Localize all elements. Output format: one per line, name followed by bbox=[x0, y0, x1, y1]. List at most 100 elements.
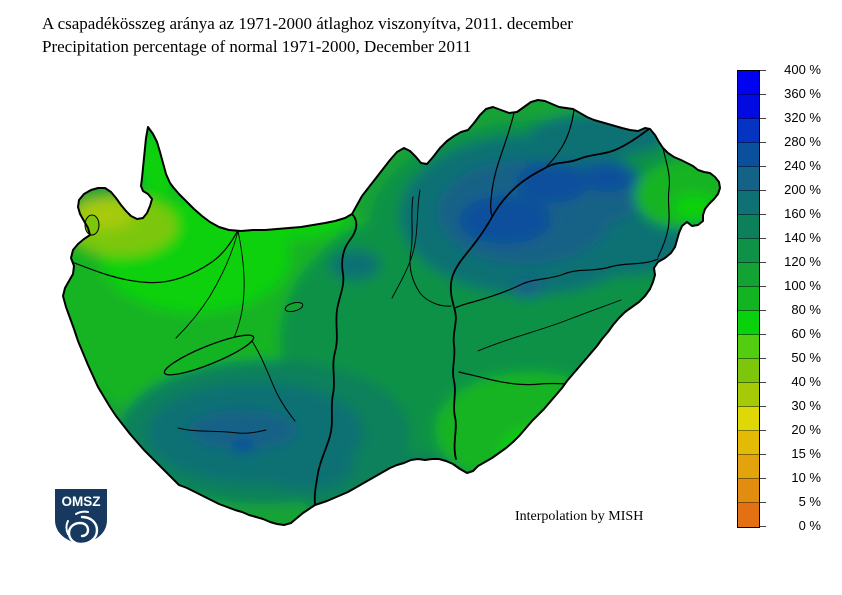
legend-tick-label: 20 % bbox=[791, 422, 821, 437]
legend-tick-label: 100 % bbox=[784, 278, 821, 293]
legend-tick-label: 15 % bbox=[791, 446, 821, 461]
legend-band bbox=[738, 263, 759, 287]
field-blob bbox=[672, 194, 716, 220]
legend-band bbox=[738, 503, 759, 527]
legend-band bbox=[738, 431, 759, 455]
legend-tick-label: 280 % bbox=[784, 134, 821, 149]
legend-tick-label: 50 % bbox=[791, 350, 821, 365]
legend-band bbox=[738, 143, 759, 167]
raba-river bbox=[71, 231, 238, 284]
kapos-river bbox=[177, 427, 267, 434]
legend-tick bbox=[760, 190, 766, 191]
legend-tick-label: 140 % bbox=[784, 230, 821, 245]
field-blob bbox=[459, 196, 551, 244]
legend-tick-label: 30 % bbox=[791, 398, 821, 413]
legend-tick bbox=[760, 70, 766, 71]
sio-canal bbox=[251, 340, 296, 422]
page-title: A csapadékösszeg aránya az 1971-2000 átl… bbox=[42, 12, 573, 58]
legend-tick bbox=[760, 262, 766, 263]
legend-tick-label: 160 % bbox=[784, 206, 821, 221]
legend-tick bbox=[760, 94, 766, 95]
county-border bbox=[175, 230, 239, 339]
legend-tick bbox=[760, 166, 766, 167]
legend-tick-label: 0 % bbox=[798, 518, 821, 533]
legend-tick bbox=[760, 382, 766, 383]
legend-tick bbox=[760, 478, 766, 479]
legend-tick bbox=[760, 406, 766, 407]
omsz-logo-text: OMSZ bbox=[62, 494, 101, 509]
legend-band bbox=[738, 287, 759, 311]
legend-tick bbox=[760, 142, 766, 143]
legend-band bbox=[738, 239, 759, 263]
field-blob bbox=[288, 178, 348, 202]
lake-balaton bbox=[163, 334, 255, 376]
legend-tick-label: 400 % bbox=[784, 62, 821, 77]
rivers bbox=[71, 109, 670, 505]
legend-band bbox=[738, 167, 759, 191]
field-blob bbox=[330, 250, 380, 280]
legend-tick bbox=[760, 454, 766, 455]
field-blob bbox=[583, 164, 633, 192]
legend-band bbox=[738, 191, 759, 215]
legend-tick-label: 120 % bbox=[784, 254, 821, 269]
legend-band bbox=[738, 95, 759, 119]
bodrog-river bbox=[546, 109, 575, 167]
szamos-river bbox=[657, 147, 670, 258]
country-border-outline bbox=[62, 99, 721, 526]
lake-velence bbox=[284, 301, 304, 313]
legend-band bbox=[738, 335, 759, 359]
omsz-logo: OMSZ bbox=[55, 489, 107, 546]
legend-band bbox=[738, 479, 759, 503]
legend-tick bbox=[760, 238, 766, 239]
zagyva-river bbox=[409, 196, 452, 307]
legend-band bbox=[738, 455, 759, 479]
color-scale-legend: 400 % 360 % 320 % 280 % 240 % 200 % 160 … bbox=[737, 62, 842, 540]
danube-river bbox=[313, 213, 358, 505]
field-blob bbox=[231, 439, 255, 453]
legend-band bbox=[738, 383, 759, 407]
legend-tick bbox=[760, 358, 766, 359]
field-blob bbox=[257, 440, 353, 490]
color-scale-bar bbox=[737, 70, 760, 528]
legend-tick-label: 320 % bbox=[784, 110, 821, 125]
field-blob bbox=[188, 410, 298, 450]
county-border bbox=[227, 230, 245, 351]
koros-river bbox=[454, 258, 659, 309]
legend-band bbox=[738, 359, 759, 383]
field-blob bbox=[74, 198, 134, 230]
legend-band bbox=[738, 119, 759, 143]
legend-tick-label: 40 % bbox=[791, 374, 821, 389]
legend-tick bbox=[760, 118, 766, 119]
legend-tick-label: 60 % bbox=[791, 326, 821, 341]
legend-tick bbox=[760, 214, 766, 215]
legend-tick-label: 10 % bbox=[791, 470, 821, 485]
legend-tick-label: 240 % bbox=[784, 158, 821, 173]
legend-band bbox=[738, 311, 759, 335]
county-border bbox=[477, 299, 622, 352]
legend-tick-label: 5 % bbox=[798, 494, 821, 509]
field-blob bbox=[530, 113, 670, 157]
legend-tick-label: 360 % bbox=[784, 86, 821, 101]
legend-band bbox=[738, 407, 759, 431]
legend-tick bbox=[760, 526, 766, 527]
field-blob bbox=[500, 424, 610, 480]
title-hungarian: A csapadékösszeg aránya az 1971-2000 átl… bbox=[42, 14, 573, 33]
omsz-wave-icon bbox=[65, 510, 99, 546]
field-blob bbox=[511, 278, 543, 298]
field-blob bbox=[516, 163, 588, 203]
legend-tick bbox=[760, 310, 766, 311]
title-english: Precipitation percentage of normal 1971-… bbox=[42, 37, 472, 56]
field-blob bbox=[220, 190, 350, 240]
sajo-river bbox=[489, 112, 515, 218]
legend-tick bbox=[760, 334, 766, 335]
county-border bbox=[391, 189, 421, 299]
legend-tick bbox=[760, 286, 766, 287]
legend-band bbox=[738, 71, 759, 95]
legend-tick-label: 200 % bbox=[784, 182, 821, 197]
legend-band bbox=[738, 215, 759, 239]
legend-tick bbox=[760, 430, 766, 431]
attribution-text: Interpolation by MISH bbox=[515, 509, 644, 524]
